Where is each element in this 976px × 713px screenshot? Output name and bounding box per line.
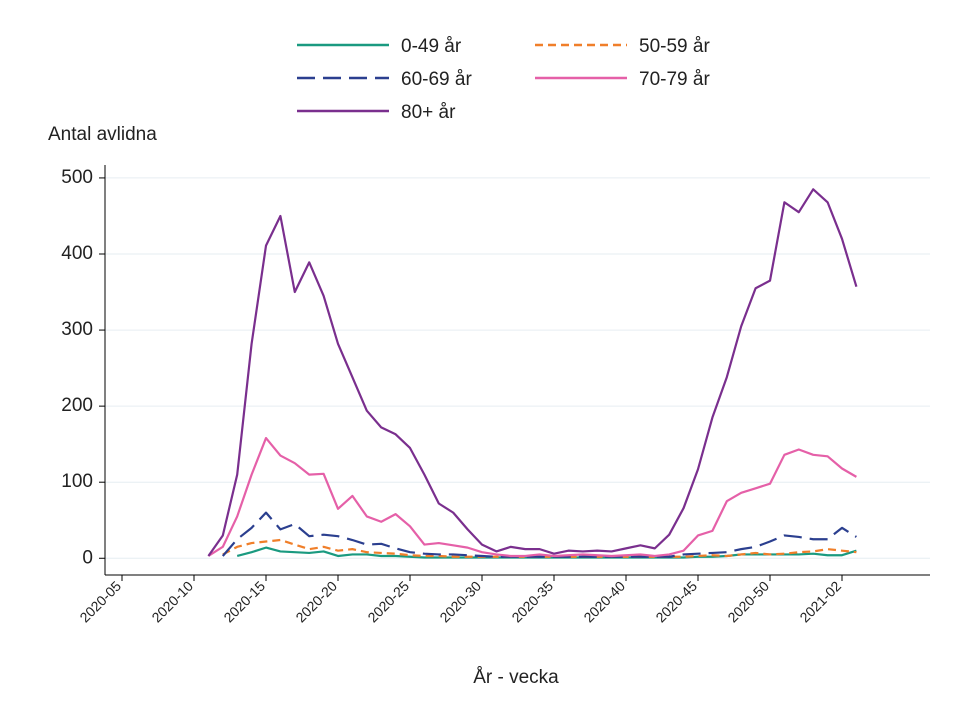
- x-tick-label: 2020-35: [508, 578, 556, 626]
- legend-label: 60-69 år: [401, 69, 472, 90]
- x-tick-label: 2020-30: [436, 578, 484, 626]
- x-tick-label: 2020-05: [76, 578, 124, 626]
- y-tick-label: 500: [61, 167, 93, 188]
- legend-item: 80+ år: [297, 102, 456, 123]
- legend-label: 0-49 år: [401, 36, 462, 57]
- legend-label: 80+ år: [401, 102, 456, 123]
- legend-item: 70-79 år: [535, 69, 710, 90]
- legend-item: 0-49 år: [297, 36, 462, 57]
- x-tick-label: 2020-40: [580, 578, 628, 626]
- x-tick-label: 2020-25: [364, 578, 412, 626]
- x-tick-label: 2020-15: [220, 578, 268, 626]
- series-line: [222, 538, 857, 558]
- x-tick-label: 2021-02: [796, 578, 844, 626]
- legend-item: 50-59 år: [535, 36, 710, 57]
- legend-item: 60-69 år: [297, 69, 472, 90]
- y-tick-label: 100: [61, 471, 93, 492]
- x-tick-label: 2020-10: [148, 578, 196, 626]
- x-axis-title: År - vecka: [473, 667, 559, 688]
- legend-label: 50-59 år: [639, 36, 710, 57]
- y-tick-label: 300: [61, 319, 93, 340]
- y-tick-label: 200: [61, 395, 93, 416]
- y-tick-label: 0: [82, 547, 93, 568]
- series-line: [207, 188, 858, 557]
- y-axis-title: Antal avlidna: [48, 124, 157, 145]
- series-line: [221, 511, 857, 558]
- x-tick-label: 2020-50: [724, 578, 772, 626]
- x-tick-label: 2020-20: [292, 578, 340, 626]
- series-line: [207, 436, 857, 558]
- y-tick-label: 400: [61, 243, 93, 264]
- x-tick-label: 2020-45: [652, 578, 700, 626]
- legend-label: 70-79 år: [639, 69, 710, 90]
